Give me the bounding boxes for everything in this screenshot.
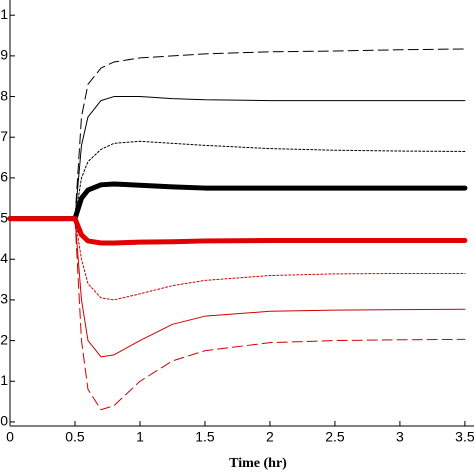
y-tick-label: 0.2 [0, 331, 8, 347]
series-line [74, 140, 466, 220]
series-line [74, 218, 466, 411]
y-tick-label: 0.1 [0, 372, 8, 388]
x-tick-label: 3 [396, 429, 404, 445]
y-tick-label: 0.4 [0, 250, 8, 266]
y-tick-label: 0 [0, 413, 8, 429]
x-tick-label: 1.5 [195, 429, 215, 445]
x-tick-label: 1 [136, 429, 144, 445]
y-tick-label: 0.8 [0, 87, 8, 103]
series-line [74, 96, 466, 220]
y-tick-label: 0.9 [0, 47, 8, 63]
y-tick-label: 0.7 [0, 128, 8, 144]
series-line [7, 216, 468, 246]
y-tick-label: 0.6 [0, 169, 8, 185]
y-tick-label: 1 [0, 6, 8, 22]
x-axis-label: Time (hr) [229, 456, 287, 471]
y-tick-label: 0.5 [0, 209, 8, 225]
x-tick-label: 2 [266, 429, 274, 445]
y-tick-label: 0.3 [0, 291, 8, 307]
x-tick-label: 0 [6, 429, 14, 445]
series-line [74, 48, 466, 220]
x-tick-label: 2.5 [325, 429, 345, 445]
series-line [7, 181, 468, 222]
x-tick-label: 3.5 [455, 429, 474, 445]
series-line [74, 218, 466, 358]
x-tick-label: 0.5 [65, 429, 85, 445]
series-line [74, 218, 466, 301]
